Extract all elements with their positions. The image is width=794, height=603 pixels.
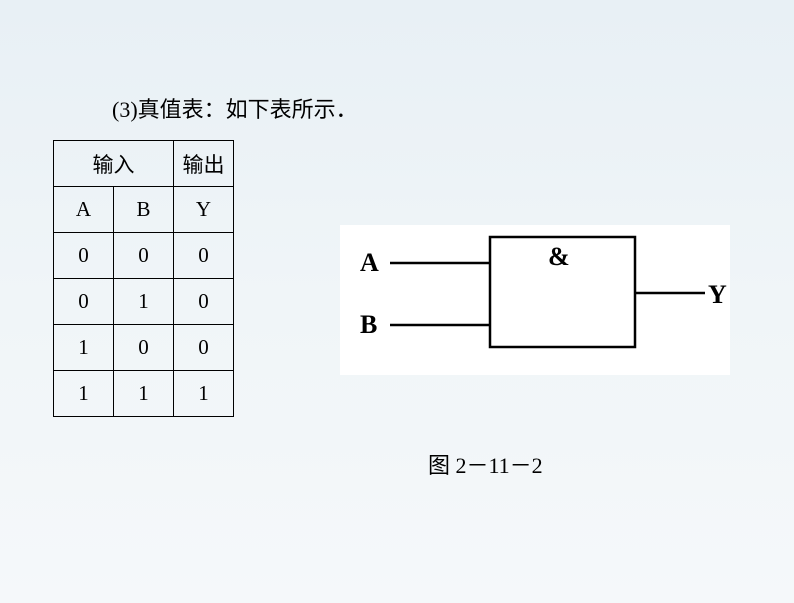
cell-a: 0 [54, 233, 114, 279]
table-row: 0 1 0 [54, 279, 234, 325]
cell-y: 0 [174, 233, 234, 279]
cell-b: 1 [114, 371, 174, 417]
cell-a: 1 [54, 325, 114, 371]
cell-b: 1 [114, 279, 174, 325]
header-output: 输出 [174, 141, 234, 187]
label-a: A [360, 248, 379, 277]
label-y: Y [708, 280, 727, 309]
logic-gate-diagram: A B Y & [340, 225, 730, 375]
and-gate-svg: A B Y & [340, 225, 730, 375]
gate-symbol: & [548, 242, 570, 271]
cell-b: 0 [114, 325, 174, 371]
table-row: 0 0 0 [54, 233, 234, 279]
col-header-y: Y [174, 187, 234, 233]
truth-table: 输入 输出 A B Y 0 0 0 0 1 0 1 0 0 1 1 1 [53, 140, 234, 417]
cell-b: 0 [114, 233, 174, 279]
label-b: B [360, 310, 377, 339]
figure-caption: 图 2－11－2 [428, 448, 543, 480]
intro-text: (3)真值表：如下表所示． [112, 92, 358, 124]
header-input: 输入 [54, 141, 174, 187]
cell-y: 1 [174, 371, 234, 417]
col-header-b: B [114, 187, 174, 233]
cell-a: 1 [54, 371, 114, 417]
table-row: 1 0 0 [54, 325, 234, 371]
col-header-a: A [54, 187, 114, 233]
table-row: 1 1 1 [54, 371, 234, 417]
cell-y: 0 [174, 325, 234, 371]
cell-a: 0 [54, 279, 114, 325]
cell-y: 0 [174, 279, 234, 325]
